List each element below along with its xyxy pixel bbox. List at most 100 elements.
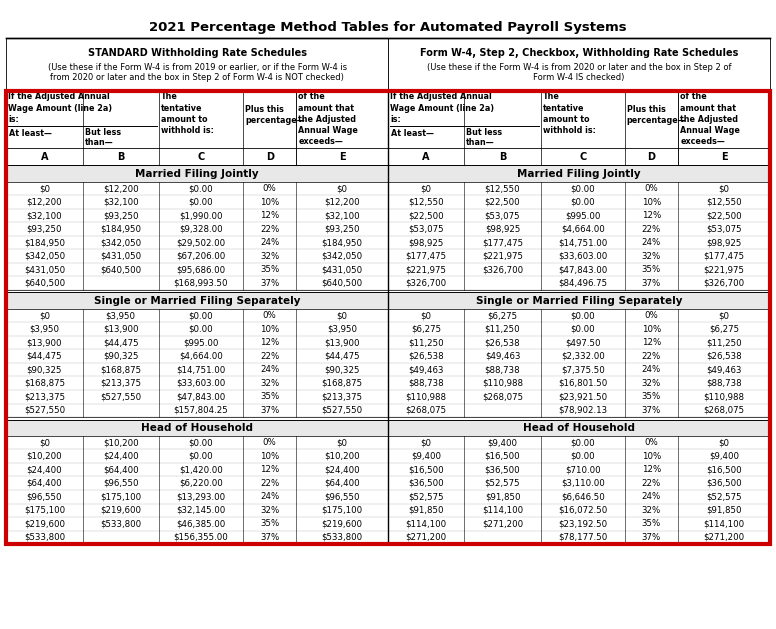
Text: $2,332.00: $2,332.00 [561,352,605,360]
Text: $32,100: $32,100 [26,211,62,220]
Text: 32%: 32% [642,252,661,260]
Text: $13,900: $13,900 [324,338,360,347]
Text: $114,100: $114,100 [703,520,744,528]
Text: $13,900: $13,900 [26,338,62,347]
Text: $96,550: $96,550 [324,493,360,501]
Text: $6,275: $6,275 [709,325,739,333]
Text: $271,200: $271,200 [703,533,744,542]
Text: $90,325: $90,325 [26,365,62,374]
Text: $98,925: $98,925 [485,225,520,233]
Text: 10%: 10% [260,452,279,460]
Text: 12%: 12% [260,211,279,220]
Text: $219,600: $219,600 [322,520,362,528]
Text: $271,200: $271,200 [406,533,447,542]
Text: 24%: 24% [642,365,661,374]
Text: 12%: 12% [260,338,279,347]
Text: $16,500: $16,500 [408,465,444,474]
Text: $640,500: $640,500 [321,279,362,287]
Text: If the Adjusted Annual
Wage Amount (line 2a)
is:: If the Adjusted Annual Wage Amount (line… [390,92,494,124]
Text: 35%: 35% [642,520,661,528]
Text: $49,463: $49,463 [706,365,742,374]
Text: $29,502.00: $29,502.00 [176,238,226,247]
Text: (Use these if the Form W-4 is from 2020 or later and the box in Step 2 of
Form W: (Use these if the Form W-4 is from 2020 … [427,63,731,82]
Text: $36,500: $36,500 [408,479,444,487]
Text: $3,950: $3,950 [327,325,357,333]
Text: A: A [422,152,430,162]
Text: $0: $0 [337,438,348,447]
Text: $1,420.00: $1,420.00 [179,465,223,474]
Text: $11,250: $11,250 [706,338,742,347]
Text: Head of Household: Head of Household [141,423,253,433]
Text: $114,100: $114,100 [482,506,523,515]
Text: $12,550: $12,550 [408,198,444,206]
Text: $6,275: $6,275 [411,325,442,333]
Text: 24%: 24% [642,238,661,247]
Text: $64,400: $64,400 [103,465,139,474]
Text: $16,072.50: $16,072.50 [558,506,608,515]
Text: 35%: 35% [260,265,279,274]
Text: $98,925: $98,925 [408,238,444,247]
Text: $90,325: $90,325 [324,365,360,374]
Text: The
tentative
amount to
withhold is:: The tentative amount to withhold is: [161,92,214,135]
Bar [388,165,770,290]
Text: $184,950: $184,950 [24,238,65,247]
Text: $22,500: $22,500 [408,211,444,220]
Text: 2021 Percentage Method Tables for Automated Payroll Systems: 2021 Percentage Method Tables for Automa… [149,21,627,34]
Text: $0: $0 [39,311,50,320]
Text: $640,500: $640,500 [100,265,141,274]
Text: $0.00: $0.00 [570,452,595,460]
Text: $10,200: $10,200 [26,452,62,460]
Text: $110,988: $110,988 [406,392,447,401]
Text: 22%: 22% [260,352,279,360]
Text: At least—: At least— [9,129,52,138]
Text: $95,686.00: $95,686.00 [176,265,226,274]
Text: $110,988: $110,988 [482,379,523,387]
Text: $114,100: $114,100 [406,520,447,528]
Text: $4,664.00: $4,664.00 [179,352,223,360]
Text: $0: $0 [421,184,431,193]
Text: $3,950: $3,950 [29,325,60,333]
Text: 37%: 37% [642,406,661,415]
Text: 32%: 32% [260,252,279,260]
Text: $0: $0 [421,311,431,320]
Text: 0%: 0% [263,184,276,193]
Text: Form W-4, Step 2, Checkbox, Withholding Rate Schedules: Form W-4, Step 2, Checkbox, Withholding … [420,48,738,58]
Bar [6,165,388,290]
Text: $3,110.00: $3,110.00 [561,479,605,487]
Text: 12%: 12% [260,465,279,474]
Text: 10%: 10% [642,452,661,460]
Text: 10%: 10% [260,325,279,333]
Text: $268,075: $268,075 [406,406,447,415]
Text: $995.00: $995.00 [565,211,601,220]
Text: $0: $0 [39,184,50,193]
Text: $177,475: $177,475 [406,252,447,260]
Text: $91,850: $91,850 [485,493,520,501]
Text: Married Filing Jointly: Married Filing Jointly [135,169,259,179]
Text: $90,325: $90,325 [103,352,138,360]
Text: 37%: 37% [260,533,279,542]
Text: $26,538: $26,538 [485,338,521,347]
Text: $221,975: $221,975 [704,265,744,274]
Text: $53,075: $53,075 [408,225,444,233]
Text: Plus this
percentage—: Plus this percentage— [245,105,304,125]
Text: $0.00: $0.00 [570,438,595,447]
Text: $53,075: $53,075 [706,225,742,233]
Text: $326,700: $326,700 [406,279,447,287]
Bar [388,148,770,165]
Text: 35%: 35% [642,392,661,401]
Text: 32%: 32% [642,379,661,387]
Text: $157,804.25: $157,804.25 [174,406,228,415]
Text: 0%: 0% [645,311,658,320]
Text: $1,990.00: $1,990.00 [179,211,223,220]
Text: $16,801.50: $16,801.50 [558,379,608,387]
Text: 35%: 35% [260,520,279,528]
Text: Single or Married Filing Separately: Single or Married Filing Separately [94,296,300,306]
Text: $47,843.00: $47,843.00 [176,392,226,401]
Text: $88,738: $88,738 [485,365,521,374]
Text: At least—: At least— [391,129,434,138]
Text: Head of Household: Head of Household [523,423,635,433]
Text: D: D [265,152,274,162]
Text: 22%: 22% [642,225,661,233]
Bar [388,292,770,417]
Text: $431,050: $431,050 [100,252,141,260]
